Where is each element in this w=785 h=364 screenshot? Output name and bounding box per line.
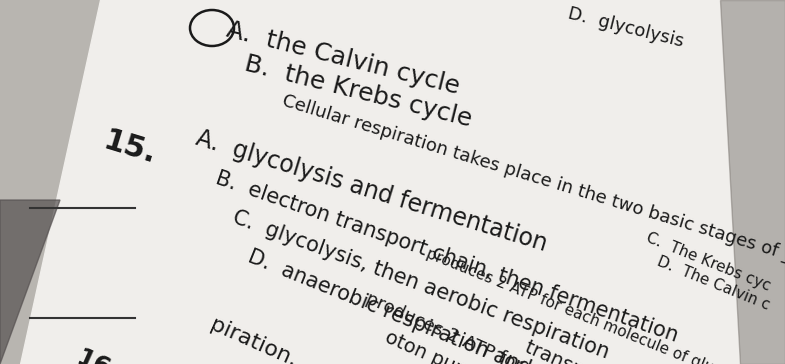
Text: 16.: 16. <box>72 346 122 364</box>
Text: A.  glycolysis and fermentation: A. glycolysis and fermentation <box>193 126 550 256</box>
Polygon shape <box>20 0 785 364</box>
Text: 15.: 15. <box>100 126 160 170</box>
Text: D.  The Calvin c: D. The Calvin c <box>655 254 772 313</box>
Text: produces 2 ATP for each molecule of glucose broken do: produces 2 ATP for each molecule of gluc… <box>363 290 785 364</box>
Text: oton pump: oton pump <box>382 328 487 364</box>
Text: piration.: piration. <box>207 315 300 364</box>
Text: D.  anaerobic respiration and fermentation: D. anaerobic respiration and fermentatio… <box>244 246 665 364</box>
Text: C.  glycolysis, then aerobic respiration: C. glycolysis, then aerobic respiration <box>230 207 612 362</box>
Text: produces 2 ATP for each molecule of glucose broken do: produces 2 ATP for each molecule of gluc… <box>425 246 785 364</box>
Text: B.  the Krebs cycle: B. the Krebs cycle <box>243 52 475 132</box>
Text: D.  glycolysis: D. glycolysis <box>566 5 685 51</box>
Text: A.  the Calvin cycle: A. the Calvin cycle <box>225 18 462 99</box>
Text: C.  The Krebs cyc: C. The Krebs cyc <box>644 230 773 294</box>
Polygon shape <box>0 200 60 364</box>
Polygon shape <box>0 0 120 364</box>
Polygon shape <box>720 0 785 364</box>
Text: B.  electron transport chain, then fermentation: B. electron transport chain, then fermen… <box>214 168 681 346</box>
Text: transport chain: transport chain <box>522 338 666 364</box>
Text: Cellular respiration takes place in the two basic stages of ___.: Cellular respiration takes place in the … <box>279 92 785 272</box>
